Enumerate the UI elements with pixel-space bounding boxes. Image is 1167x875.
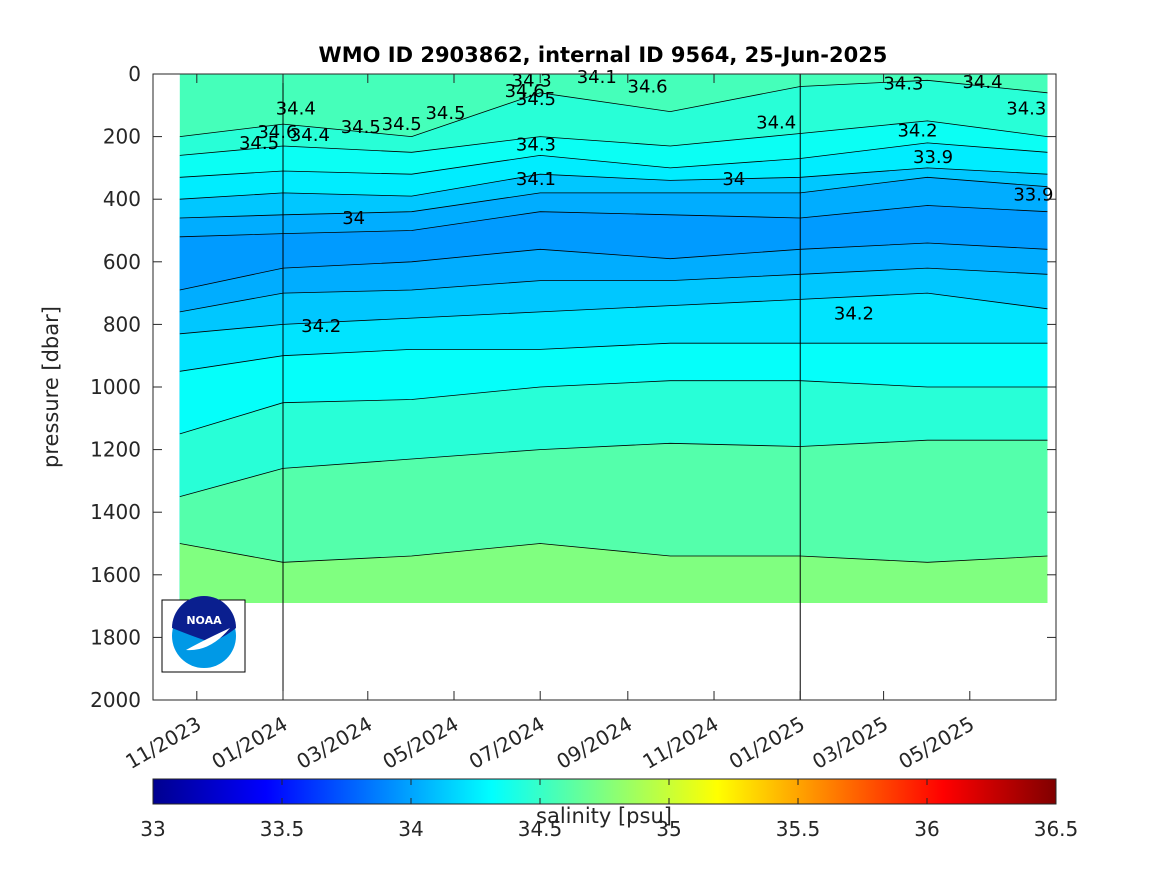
x-tick-label: 05/2024 <box>379 712 463 774</box>
x-tick-label: 03/2024 <box>292 712 376 774</box>
contour-label: 34.5 <box>239 133 279 154</box>
x-tick-label: 01/2024 <box>208 712 292 774</box>
y-tick-label: 1600 <box>90 563 141 587</box>
contour-line <box>179 242 1048 291</box>
colorbar-tick-label: 33 <box>140 817 165 841</box>
colorbar-tick-label: 36 <box>914 817 939 841</box>
y-axis: 0 200 400 600 800 1000 1200 1400 1600 1800 2000 <box>90 62 1056 712</box>
y-axis-label: pressure [dbar] <box>39 306 63 468</box>
contour-label: 34.3 <box>1006 98 1046 119</box>
y-tick-label: 1400 <box>90 500 141 524</box>
contour-line <box>179 380 1048 435</box>
y-tick-label: 2000 <box>90 688 141 712</box>
colorbar <box>152 778 1057 805</box>
salinity-contour-fill <box>179 74 1048 604</box>
contour-label: 34.1 <box>577 67 617 88</box>
contour-line <box>179 79 1048 138</box>
contour-label: 34.3 <box>512 70 552 91</box>
x-tick-label: 01/2025 <box>725 712 809 774</box>
y-tick-label: 400 <box>103 187 141 211</box>
colorbar-tick-label: 34 <box>398 817 423 841</box>
y-tick-label: 600 <box>103 250 141 274</box>
contour-line <box>179 342 1048 372</box>
contour-label: 34.1 <box>516 169 556 190</box>
x-tick-label: 05/2025 <box>894 712 978 774</box>
y-tick-label: 800 <box>103 312 141 336</box>
colorbar-tick-label: 35 <box>656 817 681 841</box>
contour-label: 34.2 <box>897 120 937 141</box>
contour-line <box>179 142 1048 178</box>
colorbar-tick-label: 36.5 <box>1034 817 1079 841</box>
noaa-logo-text: NOAA <box>186 614 222 627</box>
x-tick-label: 09/2024 <box>552 712 636 774</box>
contour-label: 34.4 <box>290 125 330 146</box>
salinity-contour-lines <box>179 79 1048 563</box>
contour-label: 34 <box>722 169 745 190</box>
y-tick-label: 200 <box>103 125 141 149</box>
noaa-logo: NOAA <box>161 596 246 673</box>
contour-line <box>179 439 1048 497</box>
contour-label: 34.5 <box>341 117 381 138</box>
x-tick-label: 11/2024 <box>639 712 723 774</box>
colorbar-tick-label: 35.5 <box>776 817 821 841</box>
contour-label: 34 <box>342 208 365 229</box>
contour-line <box>179 120 1048 156</box>
contour-label: 34.5 <box>425 103 465 124</box>
contour-line <box>179 267 1048 313</box>
contour-label: 34.5 <box>382 114 422 135</box>
contour-label: 34.4 <box>276 98 316 119</box>
contour-label: 34.6 <box>505 81 545 102</box>
contour-line <box>179 292 1048 335</box>
contour-line <box>179 543 1048 563</box>
y-tick-label: 1200 <box>90 438 141 462</box>
y-tick-label: 1800 <box>90 625 141 649</box>
contour-label: 33.9 <box>913 147 953 168</box>
x-tick-label: 11/2023 <box>121 712 205 774</box>
contour-label: 33.9 <box>1013 185 1053 206</box>
colorbar-tick-label: 34.5 <box>518 817 563 841</box>
contour-label: 34.6 <box>628 77 668 98</box>
y-tick-label: 0 <box>128 62 141 86</box>
colorbar-label: salinity [psu] <box>536 804 672 828</box>
contour-label: 34.2 <box>834 303 874 324</box>
contour-label: 34.4 <box>962 72 1002 93</box>
x-tick-label: 07/2024 <box>465 712 549 774</box>
contour-label: 34.6 <box>257 122 297 143</box>
contour-labels: 34.434.634.5 34.4 34.5 34.534.534.3 34.134.6… <box>239 67 1053 337</box>
x-tick-label: 03/2025 <box>808 712 892 774</box>
year-boundary-lines <box>282 74 801 700</box>
contour-line <box>179 167 1048 200</box>
chart-title: WMO ID 2903862, internal ID 9564, 25-Jun… <box>319 43 888 67</box>
contour-label: 34.5 <box>516 89 556 110</box>
salinity-layer <box>179 543 1048 603</box>
contour-label: 34.3 <box>516 134 556 155</box>
contour-label: 34.3 <box>883 73 923 94</box>
colorbar-tick-label: 33.5 <box>260 817 305 841</box>
contour-line <box>179 176 1048 219</box>
y-tick-label: 1000 <box>90 375 141 399</box>
contour-line <box>179 205 1048 238</box>
contour-label: 34.4 <box>756 113 796 134</box>
colorbar-ticks: 33 33.5 34 34.5 35 35.5 36 36.5 <box>140 779 1078 841</box>
contour-label: 34.2 <box>301 316 341 337</box>
